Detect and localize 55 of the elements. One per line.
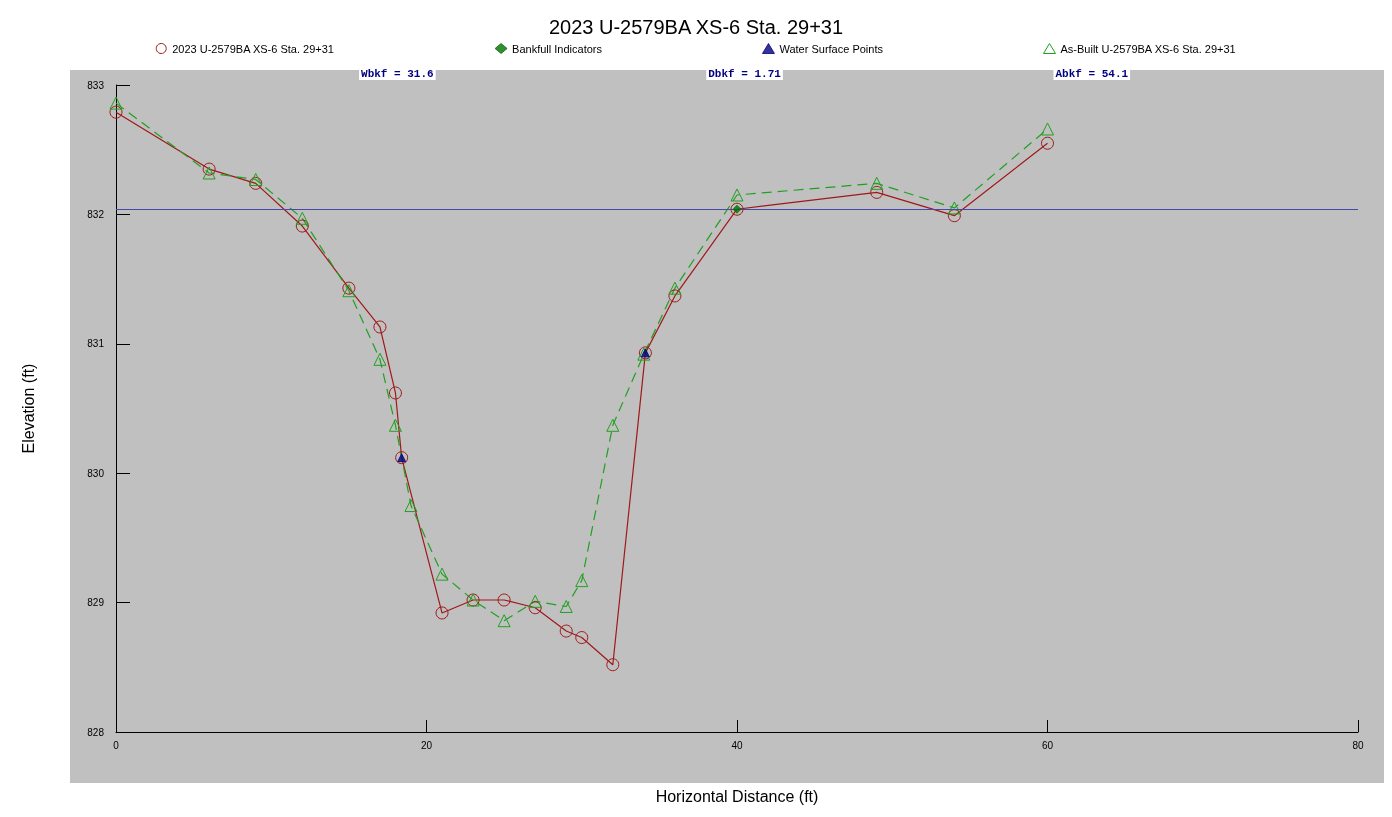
point [373,352,387,366]
legend-label: As-Built U-2579BA XS-6 Sta. 29+31 [1060,42,1236,55]
point [870,176,884,190]
point [202,162,216,176]
point [870,185,884,199]
x-axis-title: Horizontal Distance (ft) [655,787,819,805]
point [109,96,123,110]
x-tick-label: 60 [1041,739,1054,751]
point [249,172,263,186]
y-tick-label: 829 [87,597,105,609]
x-tick-label: 0 [113,739,120,751]
legend-label: Bankfull Indicators [512,42,603,55]
point [606,418,620,432]
point [606,658,620,672]
x-tick-label: 20 [420,739,433,751]
chart-title: 2023 U-2579BA XS-6 Sta. 29+31 [548,16,844,38]
point [528,601,542,615]
y-tick-label: 831 [87,338,105,350]
point [730,188,744,202]
point [668,281,682,295]
point [528,594,542,608]
point [575,631,589,645]
point [1041,136,1054,150]
point [947,201,961,215]
x-tick-label: 40 [731,739,743,751]
point [497,614,511,628]
text: Abkf = 54.1 [1055,67,1129,80]
y-tick-label: 833 [87,79,105,91]
point [559,599,573,613]
point [559,624,573,638]
point [435,606,449,620]
x-tick-label: 80 [1352,739,1364,751]
point [435,567,449,581]
text: Wbkf = 31.6 [361,67,434,80]
point [497,593,511,607]
text: Dbkf = 1.71 [708,67,782,80]
point [1041,122,1054,136]
point [295,219,309,233]
legend-label: Water Surface Points [779,42,884,55]
point [668,289,682,303]
point [947,209,961,223]
point [109,105,123,119]
point [404,499,418,513]
point [202,166,216,180]
y-tick-label: 830 [87,467,105,479]
point [388,418,402,432]
point [249,176,263,190]
point [575,574,589,588]
point [295,211,309,225]
y-axis-title: Elevation (ft) [19,363,37,454]
point [388,386,402,400]
point [373,320,387,334]
y-tick-label: 828 [87,726,105,738]
legend-label: 2023 U-2579BA XS-6 Sta. 29+31 [172,42,334,55]
y-tick-label: 832 [87,208,105,220]
